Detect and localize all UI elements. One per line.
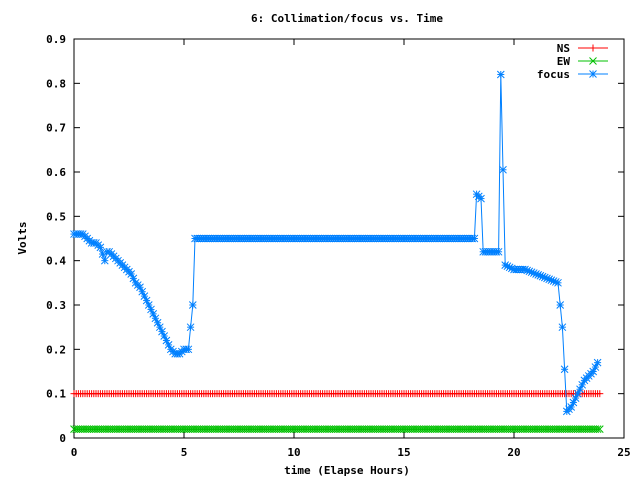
y-tick-label: 0.6 [46,166,66,179]
y-tick-label: 0.1 [46,388,66,401]
y-tick-label: 0.5 [46,210,66,223]
axes-layer: 0 5 10 15 20 25 0 0.1 0.2 0.3 0.4 0.5 0.6 0.7 0.8 0.9 [46,33,631,459]
data-point-EW [595,425,604,433]
series-EW [70,425,604,433]
y-tick-label: 0.4 [46,255,66,268]
data-point-focus [499,165,507,174]
x-tick-label: 0 [71,446,78,459]
y-tick-label: 0.8 [46,77,66,90]
x-axis-label: time (Elapse Hours) [284,464,410,477]
data-point-focus [560,365,569,374]
y-tick-label: 0.9 [46,33,66,46]
data-point-NS [596,390,604,398]
x-tick-label: 10 [287,446,300,459]
data-point-focus [186,323,195,332]
data-point-focus [554,278,562,287]
x-tick-label: 25 [617,446,630,459]
series-focus [70,70,602,416]
x-tick-label: 15 [397,446,410,459]
data-point-focus [496,70,505,79]
y-tick-label: 0 [59,432,66,445]
data-point-focus [184,345,193,354]
legend-label-EW: EW [557,55,571,68]
data-point-focus [100,256,109,265]
x-tick-label: 20 [507,446,520,459]
data-point-focus [96,243,105,252]
data-point-EW [593,425,602,433]
legend-label-NS: NS [557,42,570,55]
data-point-focus [188,301,197,309]
series-NS [70,390,604,398]
y-tick-label: 0.7 [46,122,66,135]
chart-title: 6: Collimation/focus vs. Time [251,12,443,25]
legend-marker-EW [589,57,597,65]
legend-marker-focus [589,70,597,78]
y-tick-label: 0.3 [46,299,66,312]
plot-frame [73,38,625,439]
data-point-focus [556,301,565,309]
data-point-focus [558,323,567,332]
series-line-focus [74,74,599,413]
x-tick-label: 5 [181,446,188,459]
series-layer [70,70,604,433]
data-point-focus [477,194,485,203]
y-axis-label: Volts [16,221,29,254]
data-point-focus [470,234,479,243]
legend-marker-NS [589,44,597,52]
data-point-focus [494,247,503,256]
y-tick-label: 0.2 [46,343,66,356]
legend-label-focus: focus [537,68,570,81]
data-point-focus [593,358,602,367]
